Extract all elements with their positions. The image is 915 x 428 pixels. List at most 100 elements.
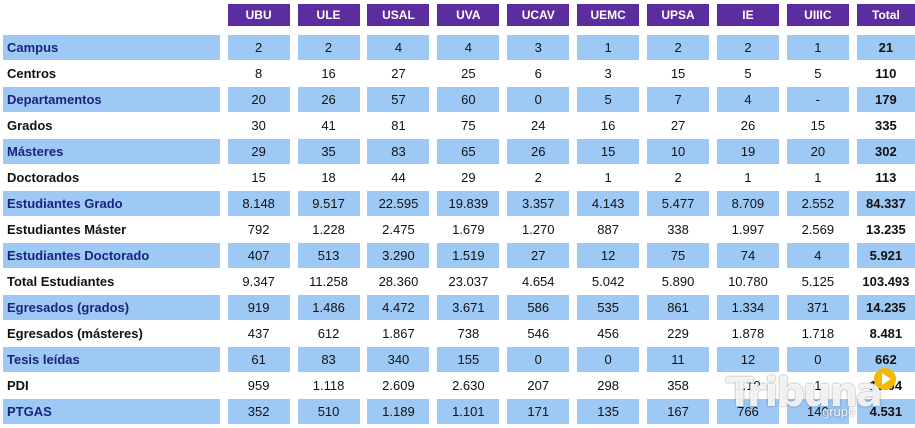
value-cell: 1	[786, 165, 849, 191]
value-cell: 41	[297, 113, 360, 139]
column-gap	[709, 61, 717, 87]
column-gap	[709, 113, 717, 139]
value-cell: 140	[786, 399, 849, 425]
column-gap	[778, 269, 787, 295]
value-cell: 4.472	[367, 295, 430, 321]
column-gap	[778, 373, 787, 399]
column-gap	[219, 113, 228, 139]
value-cell: 371	[786, 295, 849, 321]
header-corner	[3, 4, 220, 35]
column-gap	[429, 35, 438, 61]
total-cell: 13.235	[856, 217, 915, 243]
column-gap	[219, 191, 228, 217]
value-cell: 4	[367, 35, 430, 61]
total-cell: 14.235	[856, 295, 915, 321]
value-cell: 1	[716, 165, 779, 191]
value-cell: 2.569	[786, 217, 849, 243]
column-gap	[569, 321, 578, 347]
column-gap	[289, 165, 298, 191]
row-label: PTGAS	[3, 399, 220, 425]
column-gap	[499, 399, 508, 425]
watermark-sub: grupo	[822, 404, 856, 419]
value-cell: 12	[716, 347, 779, 373]
column-gap	[359, 113, 368, 139]
column-gap	[569, 165, 578, 191]
row-label: Egresados (másteres)	[3, 321, 220, 347]
value-cell: 340	[367, 347, 430, 373]
value-cell: -	[786, 87, 849, 113]
value-cell: 29	[227, 139, 290, 165]
value-cell: 2.609	[367, 373, 430, 399]
column-gap	[639, 165, 648, 191]
column-gap	[359, 347, 368, 373]
column-gap	[778, 113, 787, 139]
value-cell: 207	[507, 373, 570, 399]
value-cell: 3	[577, 61, 640, 87]
column-gap	[848, 217, 857, 243]
value-cell: 27	[507, 243, 570, 269]
column-gap	[429, 269, 438, 295]
column-gap	[639, 347, 648, 373]
column-gap	[359, 269, 368, 295]
table-row: Grados 30 41 81 75 24 16 27 26 15 335	[3, 113, 915, 139]
value-cell: 1.718	[786, 321, 849, 347]
column-gap	[569, 217, 578, 243]
column-gap	[848, 269, 857, 295]
row-label: Departamentos	[3, 87, 220, 113]
value-cell: 26	[716, 113, 779, 139]
column-gap	[219, 373, 228, 399]
value-cell: 30	[227, 113, 290, 139]
value-cell: 83	[297, 347, 360, 373]
value-cell: 18	[297, 165, 360, 191]
value-cell: 65	[437, 139, 500, 165]
column-gap	[219, 347, 228, 373]
column-gap	[359, 61, 368, 87]
value-cell: 81	[367, 113, 430, 139]
column-gap	[709, 35, 717, 61]
table-row: Centros 8 16 27 25 6 3 15 5 5 110	[3, 61, 915, 87]
value-cell: 1	[577, 35, 640, 61]
value-cell: 1	[786, 35, 849, 61]
column-gap	[429, 347, 438, 373]
column-gap	[848, 113, 857, 139]
column-gap	[429, 61, 438, 87]
column-gap	[848, 35, 857, 61]
total-cell: 103.493	[856, 269, 915, 295]
value-cell: 1.679	[437, 217, 500, 243]
column-header: Total	[856, 4, 915, 35]
column-gap	[848, 399, 857, 425]
table-row: Estudiantes Máster 792 1.228 2.475 1.679 1.27…	[3, 217, 915, 243]
column-gap	[429, 4, 437, 35]
column-gap	[219, 61, 228, 87]
play-icon	[874, 368, 896, 390]
value-cell: 29	[437, 165, 500, 191]
column-gap	[778, 165, 787, 191]
value-cell: 959	[227, 373, 290, 399]
table-body: Campus 2 2 4 4 3 1 2 2 1 21 Centros 8 16 27 25 6 3 15 5 5 110…	[3, 35, 915, 425]
column-gap	[569, 61, 578, 87]
value-cell: 7	[647, 87, 710, 113]
column-gap	[709, 243, 717, 269]
column-gap	[429, 373, 438, 399]
column-gap	[359, 399, 368, 425]
column-gap	[569, 4, 577, 35]
value-cell: 20	[786, 139, 849, 165]
column-gap	[848, 295, 857, 321]
column-gap	[849, 4, 857, 35]
column-gap	[289, 347, 298, 373]
value-cell: 2.552	[786, 191, 849, 217]
column-gap	[569, 139, 578, 165]
column-gap	[289, 399, 298, 425]
value-cell: 1.334	[716, 295, 779, 321]
column-gap	[569, 87, 578, 113]
table-row: Egresados (grados) 919 1.486 4.472 3.671 586 5…	[3, 295, 915, 321]
value-cell: 1.118	[297, 373, 360, 399]
table-row: Estudiantes Grado 8.148 9.517 22.595 19.839 3…	[3, 191, 915, 217]
value-cell: 61	[227, 347, 290, 373]
column-gap	[709, 347, 717, 373]
column-gap	[289, 87, 298, 113]
column-gap	[639, 191, 648, 217]
column-gap	[778, 61, 787, 87]
column-gap	[499, 61, 508, 87]
column-gap	[778, 295, 787, 321]
